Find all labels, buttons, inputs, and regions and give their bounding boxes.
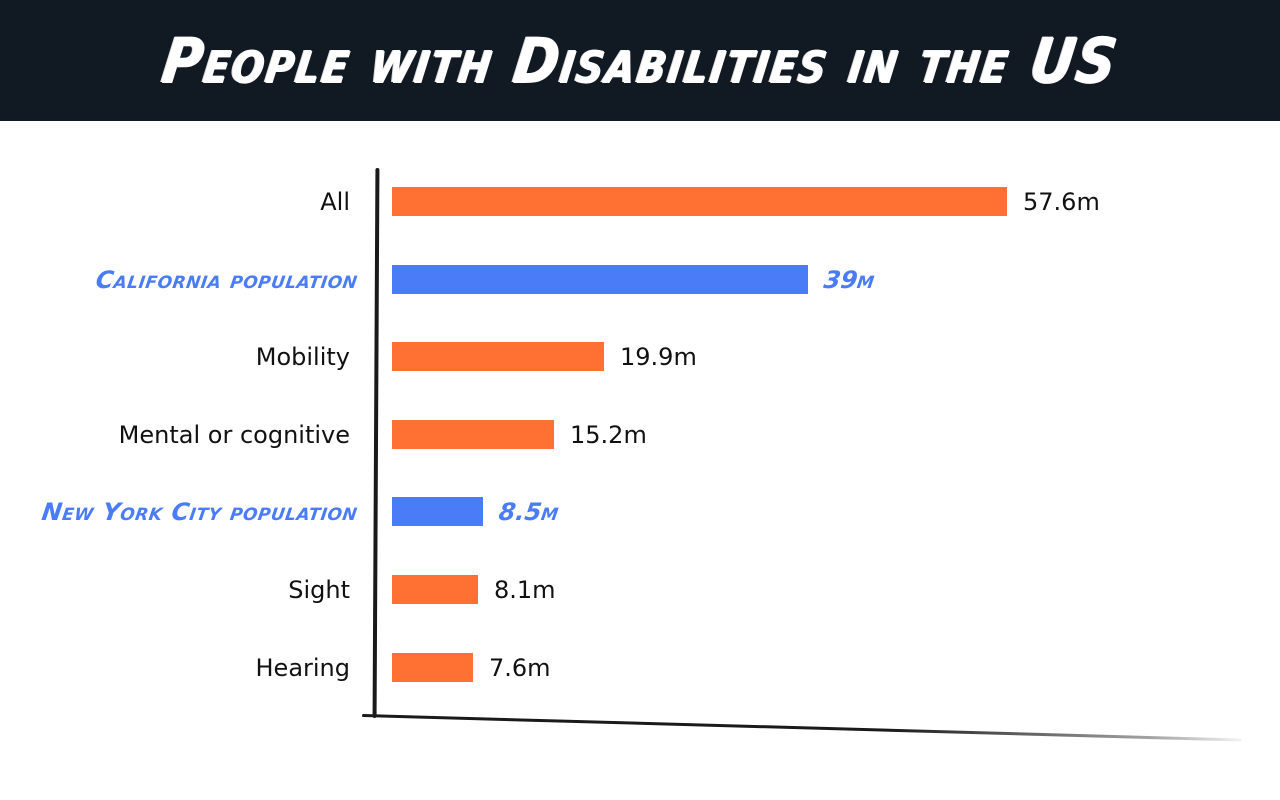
bar-value-label: 19.9m (620, 343, 697, 371)
bar (392, 497, 483, 526)
bar (392, 420, 554, 449)
bar-row: All 57.6m (0, 182, 1280, 222)
bar (392, 575, 478, 604)
bar-value-label: 8.5m (497, 498, 561, 526)
bar (392, 342, 604, 371)
header-banner: People with Disabilities in the US (0, 0, 1280, 121)
bar-value-label: 8.1m (494, 576, 556, 604)
bar-value-label: 15.2m (570, 421, 647, 449)
bar (392, 265, 808, 294)
bar (392, 187, 1007, 216)
x-axis-line (361, 714, 1242, 742)
bar-row: New York City population 8.5m (0, 492, 1280, 532)
bar (392, 653, 473, 682)
bar-row: Hearing 7.6m (0, 648, 1280, 688)
bar-label: Mental or cognitive (118, 421, 350, 449)
bar-label: Hearing (255, 654, 351, 682)
bar-label: All (320, 188, 350, 216)
bar-value-label: 57.6m (1023, 188, 1100, 216)
bar-row: California population 39m (0, 260, 1280, 300)
bar-label: Mobility (255, 343, 350, 371)
bar-value-label: 39m (822, 266, 877, 294)
bar-value-label: 7.6m (489, 654, 551, 682)
bar-label: California population (94, 266, 360, 294)
bar-row: Mental or cognitive 15.2m (0, 415, 1280, 455)
chart-title: People with Disabilities in the US (157, 24, 1123, 97)
bar-label: New York City population (40, 498, 360, 526)
bar-row: Sight 8.1m (0, 570, 1280, 610)
bar-row: Mobility 19.9m (0, 337, 1280, 377)
bar-label: Sight (288, 576, 350, 604)
